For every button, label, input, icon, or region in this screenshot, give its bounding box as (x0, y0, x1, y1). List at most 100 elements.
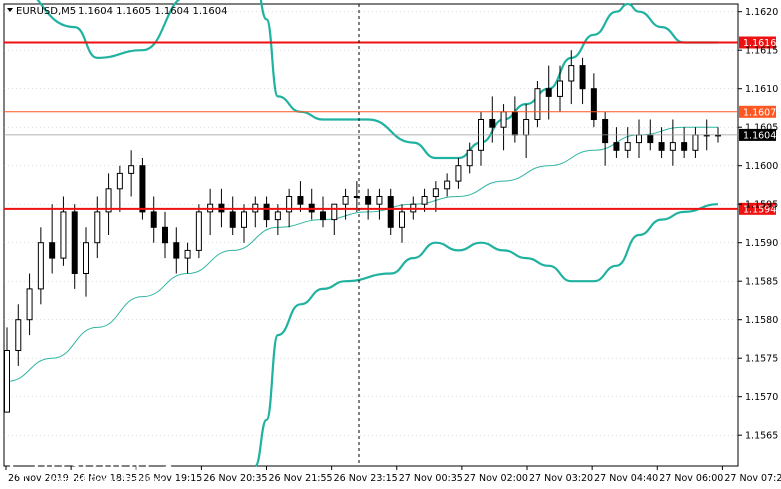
candle (116, 165, 123, 212)
y-tick-label: 1.1600 (745, 161, 778, 172)
moving-average-line (6, 126, 718, 382)
x-tick-label: 26 Nov 20:35 (203, 473, 267, 484)
y-tick-label: 1.1585 (745, 277, 778, 288)
watermark: instaforex Instant Forex Trading (9, 447, 176, 487)
candle (94, 196, 101, 259)
candle (365, 188, 372, 220)
bollinger-upper-line (36, 0, 718, 160)
candle-body-bear (590, 88, 597, 120)
candle (568, 50, 575, 105)
x-tick-label: 26 Nov 2019 (8, 473, 69, 484)
candle-body-bull (466, 149, 473, 167)
candle-body-bear (613, 142, 620, 151)
candle-body-bear (229, 211, 236, 228)
symbol-dropdown-icon[interactable] (7, 8, 13, 12)
symbol-label: EURUSD,M5 (16, 6, 76, 17)
support-line-tag-label: 1.1594 (743, 204, 776, 215)
candle (399, 204, 405, 243)
candle (545, 65, 552, 120)
candle-body-bull (286, 196, 293, 213)
indicator-lines (6, 0, 719, 468)
candle (150, 196, 157, 243)
candle-body-bear (681, 142, 688, 151)
x-tick-label: 27 Nov 00:35 (399, 473, 463, 484)
candle (263, 196, 270, 228)
y-tick-label: 1.1565 (745, 431, 778, 442)
candle (83, 227, 89, 297)
candle (658, 127, 665, 158)
current-price-line-tag (739, 128, 776, 141)
candle-body-bear (647, 134, 654, 144)
y-tick-label: 1.1575 (745, 354, 778, 365)
candle-body-bear (139, 165, 146, 213)
candle (557, 65, 563, 112)
candle-body-bear (511, 111, 518, 136)
price-line-tag-label: 1.1607 (743, 107, 776, 118)
candle (376, 188, 383, 220)
candle-body-bear (658, 142, 665, 151)
candle-body-bull (500, 111, 507, 128)
candle-body-bull (331, 203, 338, 221)
level-lines[interactable]: 1.1616 1.1607 1.1604 1.1594 (4, 36, 776, 216)
candle (71, 204, 78, 289)
candle (455, 158, 462, 189)
ohlc-values: 1.1604 1.1605 1.1604 1.1604 (78, 6, 228, 17)
candle-body-bull (37, 242, 44, 290)
candle (579, 57, 586, 105)
y-tick-label: 1.1590 (745, 238, 778, 249)
candle (173, 227, 180, 274)
x-tick-label: 26 Nov 23:15 (334, 473, 398, 484)
candle (37, 227, 44, 305)
candle-body-bear (150, 211, 157, 228)
candle-body-bull (60, 211, 67, 259)
x-tick-label: 27 Nov 04:40 (594, 473, 658, 484)
candle (241, 204, 247, 243)
candle (297, 181, 304, 212)
candle-body-bull (455, 165, 462, 182)
candle-body-bull (128, 165, 135, 174)
candle (128, 150, 135, 197)
watermark-brand: instaforex (42, 448, 176, 479)
x-tick-label: 27 Nov 03:20 (529, 473, 593, 484)
candle-body-bull (568, 65, 575, 82)
y-tick-label: 1.1595 (745, 200, 778, 211)
x-tick-label: 26 Nov 21:55 (269, 473, 333, 484)
y-tick-label: 1.1570 (745, 392, 778, 403)
candle (466, 142, 473, 174)
candle-body-bull (15, 319, 22, 352)
price-line-tag (739, 105, 776, 118)
candle (229, 196, 236, 235)
candle (184, 242, 191, 274)
candle-body-bull (432, 188, 439, 198)
candle-body-bull (105, 188, 112, 213)
candle (195, 204, 202, 259)
bollinger-lower-line (254, 203, 719, 468)
candle-body-bull (184, 249, 191, 259)
candle-body-bear (49, 242, 56, 259)
y-tick-label: 1.1620 (745, 7, 778, 18)
current-price-line-tag-label: 1.1604 (743, 130, 776, 141)
candle-body-bear (297, 196, 304, 205)
candle-body-bull (26, 288, 33, 321)
x-tick-label: 27 Nov 07:20 (724, 473, 781, 484)
candle-body-bull (523, 119, 530, 136)
candle-body-bear (263, 203, 270, 221)
y-tick-label: 1.1580 (745, 315, 778, 326)
candle-body-bull (376, 196, 383, 205)
candle-body-bear (320, 211, 326, 221)
candle-body-bull (195, 211, 202, 251)
candle-body-bull (4, 350, 10, 413)
candle (681, 127, 688, 158)
support-line-tag (739, 202, 776, 215)
candle (139, 158, 146, 220)
candle-body-bear (162, 226, 168, 244)
time-axis: 26 Nov 2019 26 Nov 18:35 26 Nov 19:15 26 No… (5, 466, 781, 484)
instaforex-logo-icon (9, 447, 39, 477)
candle (320, 196, 326, 228)
candle (15, 304, 22, 366)
price-axis: 1.16201.16151.16101.16051.16001.15951.15… (738, 7, 778, 442)
resistance-line-tag-label: 1.1616 (743, 38, 776, 49)
candle-body-bear (545, 88, 552, 97)
watermark-tagline: Instant Forex Trading (48, 474, 164, 487)
